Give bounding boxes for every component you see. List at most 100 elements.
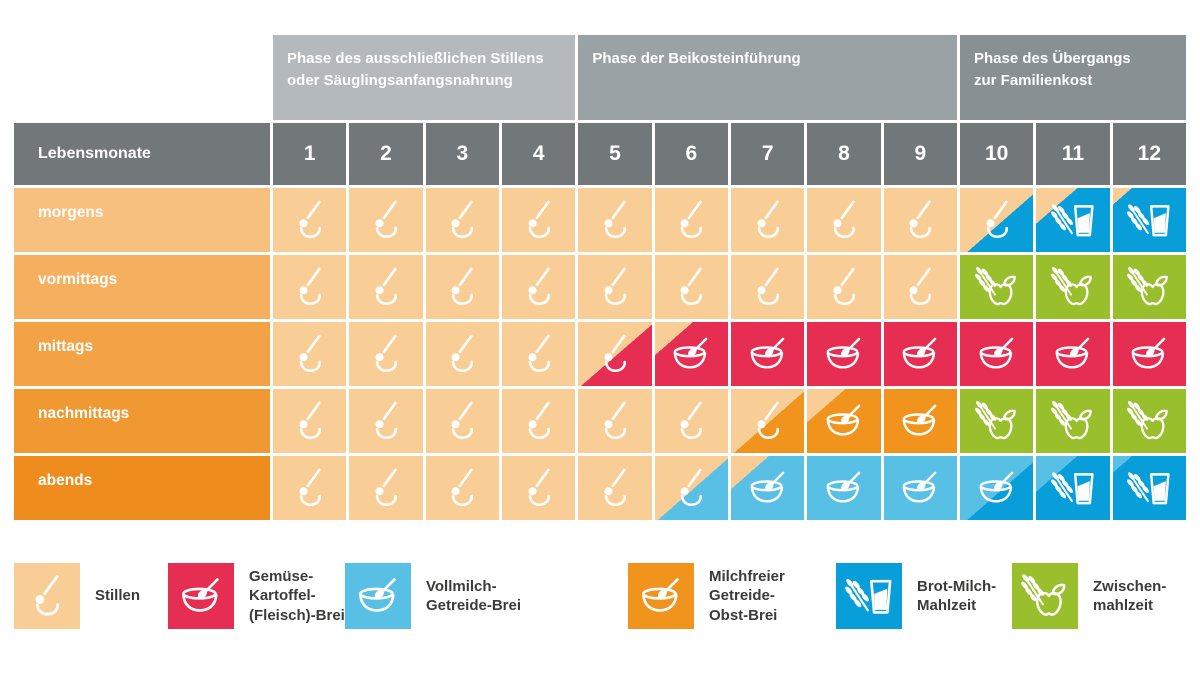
stillen-icon: [450, 401, 474, 440]
bowl-icon: [979, 471, 1013, 503]
stillen-icon: [374, 200, 398, 239]
legend-label-getreide_obst_brei: Milchfreier Getreide- Obst-Brei: [709, 567, 785, 624]
cell-abends-3: [425, 456, 499, 520]
stillen-icon: [908, 200, 932, 239]
cell-nachmittags-1: [273, 389, 347, 453]
cell-morgens-10: [960, 188, 1034, 252]
cell-mittags-8: [807, 322, 881, 386]
cell-vormittags-5: [578, 255, 652, 319]
stillen-icon: [297, 200, 321, 239]
cell-abends-10: [960, 456, 1034, 520]
cell-morgens-12: [1112, 188, 1186, 252]
legend: Stillen Gemüse- Kartoffel- (Fleisch)-Brei…: [0, 563, 1200, 643]
phase-header-familienkost: Phase des Übergangs zur Familienkost: [960, 35, 1186, 120]
cell-mittags-12: [1112, 322, 1186, 386]
cell-nachmittags-4: [502, 389, 576, 453]
phase-header-beikost: Phase der Beikosteinführung: [578, 35, 957, 120]
month-header-3: 3: [425, 123, 499, 185]
bowl-icon: [902, 404, 937, 436]
stillen-icon: [755, 267, 779, 306]
legend-swatch-vollmilch_brei: [345, 563, 411, 629]
legend-item-stillen: Stillen: [14, 563, 140, 629]
cell-vormittags-10: [960, 255, 1034, 319]
grain-apple-icon: [1050, 264, 1096, 310]
feeding-plan-table: Phase des ausschließlichen Stillens oder…: [14, 35, 1186, 520]
cell-abends-4: [502, 456, 576, 520]
bowl-icon: [902, 337, 937, 369]
bowl-icon: [826, 337, 861, 369]
cell-morgens-2: [349, 188, 423, 252]
stillen-icon: [450, 334, 474, 373]
cell-nachmittags-11: [1036, 389, 1110, 453]
stillen-icon: [679, 468, 703, 507]
stillen-icon: [374, 401, 398, 440]
legend-swatch-stillen: [14, 563, 80, 629]
grain-apple-icon: [974, 264, 1020, 310]
stillen-icon: [832, 267, 856, 306]
legend-label-stillen: Stillen: [95, 587, 141, 605]
stillen-icon: [34, 575, 59, 616]
cell-vormittags-9: [883, 255, 957, 319]
grain-apple-icon: [974, 398, 1020, 444]
grain-glass-icon: [1050, 197, 1096, 243]
legend-item-getreide_obst_brei: Milchfreier Getreide- Obst-Brei: [628, 563, 785, 629]
cell-abends-6: [654, 456, 728, 520]
stillen-icon: [908, 267, 932, 306]
cell-mittags-7: [731, 322, 805, 386]
bowl-icon: [359, 578, 396, 612]
legend-swatch-brot_milch: [836, 563, 902, 629]
cell-mittags-5: [578, 322, 652, 386]
cell-mittags-4: [502, 322, 576, 386]
stillen-icon: [603, 200, 627, 239]
cell-nachmittags-10: [960, 389, 1034, 453]
cell-abends-7: [731, 456, 805, 520]
row-label-morgens: morgens: [14, 188, 270, 252]
cell-nachmittags-8: [807, 389, 881, 453]
legend-swatch-getreide_obst_brei: [628, 563, 694, 629]
grain-glass-icon: [1126, 465, 1172, 511]
cell-morgens-8: [807, 188, 881, 252]
stillen-icon: [374, 468, 398, 507]
grain-glass-icon: [1126, 197, 1172, 243]
stillen-icon: [526, 200, 550, 239]
cell-vormittags-12: [1112, 255, 1186, 319]
cell-nachmittags-6: [654, 389, 728, 453]
cell-nachmittags-9: [883, 389, 957, 453]
grain-glass-icon: [1050, 465, 1096, 511]
legend-swatch-gemuese_brei: [168, 563, 234, 629]
bowl-icon: [1131, 337, 1166, 369]
row-label-mittags: mittags: [14, 322, 270, 386]
cell-morgens-3: [425, 188, 499, 252]
months-row-label: Lebensmonate: [14, 123, 270, 185]
row-label-vormittags: vormittags: [14, 255, 270, 319]
cell-vormittags-8: [807, 255, 881, 319]
cell-nachmittags-12: [1112, 389, 1186, 453]
month-header-12: 12: [1112, 123, 1186, 185]
cell-mittags-6: [654, 322, 728, 386]
cell-nachmittags-5: [578, 389, 652, 453]
stillen-icon: [297, 334, 321, 373]
stillen-icon: [297, 267, 321, 306]
month-header-1: 1: [273, 123, 347, 185]
cell-abends-12: [1112, 456, 1186, 520]
cell-vormittags-6: [654, 255, 728, 319]
stillen-icon: [374, 334, 398, 373]
legend-item-brot_milch: Brot-Milch- Mahlzeit: [836, 563, 996, 629]
cell-morgens-7: [731, 188, 805, 252]
stillen-icon: [679, 401, 703, 440]
legend-label-gemuese_brei: Gemüse- Kartoffel- (Fleisch)-Brei: [249, 567, 345, 624]
cell-abends-5: [578, 456, 652, 520]
row-label-nachmittags: nachmittags: [14, 389, 270, 453]
stillen-icon: [374, 267, 398, 306]
bowl-icon: [826, 404, 861, 436]
stillen-icon: [450, 267, 474, 306]
grain-apple-icon: [1126, 264, 1172, 310]
month-header-5: 5: [578, 123, 652, 185]
cell-nachmittags-2: [349, 389, 423, 453]
bowl-icon: [673, 337, 708, 369]
legend-label-zwischenmahlzeit: Zwischen- mahlzeit: [1093, 577, 1167, 615]
stillen-icon: [603, 334, 627, 373]
cell-morgens-11: [1036, 188, 1110, 252]
cell-morgens-5: [578, 188, 652, 252]
legend-item-vollmilch_brei: Vollmilch- Getreide-Brei: [345, 563, 521, 629]
